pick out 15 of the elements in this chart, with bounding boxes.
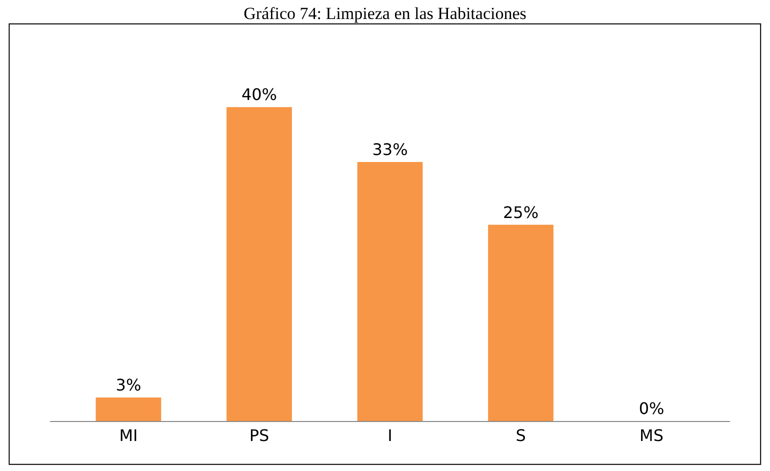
data-label: 3%	[116, 375, 142, 394]
x-tick-label: MS	[640, 426, 664, 446]
x-tick-label: I	[388, 426, 392, 446]
bar	[357, 162, 423, 421]
data-label: 25%	[502, 202, 539, 222]
x-tick-label: MI	[119, 426, 138, 446]
data-label: 33%	[372, 140, 408, 160]
chart-title: Gráfico 74: Limpieza en las Habitaciones	[244, 4, 526, 23]
data-label: 0%	[638, 399, 664, 418]
data-label: 40%	[241, 85, 278, 104]
bar	[488, 224, 554, 421]
x-tick-label: PS	[249, 426, 270, 446]
x-tick-label: S	[516, 426, 526, 446]
bar	[226, 107, 292, 421]
bar	[96, 397, 162, 421]
